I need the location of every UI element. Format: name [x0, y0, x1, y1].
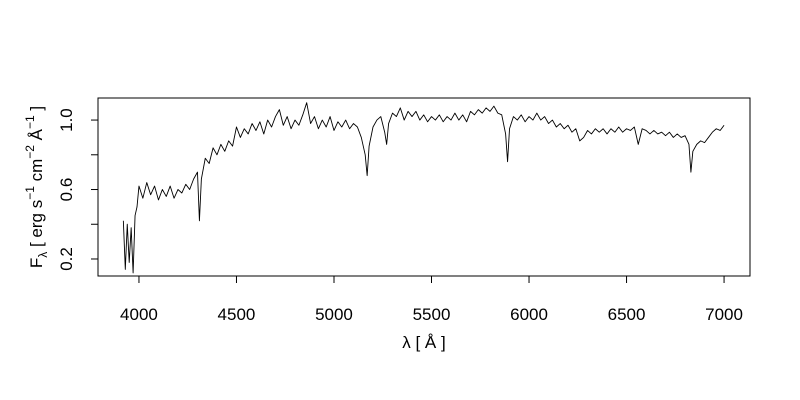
x-tick-label: 6000: [510, 305, 548, 324]
y-tick-label: 0.2: [57, 247, 76, 271]
spectrum-line: [122, 102, 725, 274]
y-label-part: [ erg s: [27, 200, 46, 252]
x-tick-label: 4500: [218, 305, 256, 324]
plot-frame: [97, 97, 751, 277]
x-tick-label: 5000: [315, 305, 353, 324]
x-tick-label: 7000: [705, 305, 743, 324]
y-label-part: −1: [23, 115, 37, 129]
y-tick-label: 1.0: [57, 108, 76, 132]
y-label-part: Å: [27, 128, 46, 145]
y-label-part: cm: [27, 159, 46, 186]
x-axis-label: λ [ Å ]: [402, 333, 445, 352]
y-axis-label: Fλ [ erg s−1 cm−2 Å−1 ]: [23, 106, 50, 268]
y-label-part: ]: [27, 106, 46, 115]
x-tick-label: 6500: [608, 305, 646, 324]
y-tick-label: 0.6: [57, 178, 76, 202]
x-tick-label: 4000: [120, 305, 158, 324]
x-tick-label: 5500: [413, 305, 451, 324]
y-label-part: −1: [23, 186, 37, 200]
y-label-part: −2: [23, 145, 37, 159]
y-label-part: F: [27, 258, 46, 268]
y-label-part: λ: [36, 252, 50, 258]
